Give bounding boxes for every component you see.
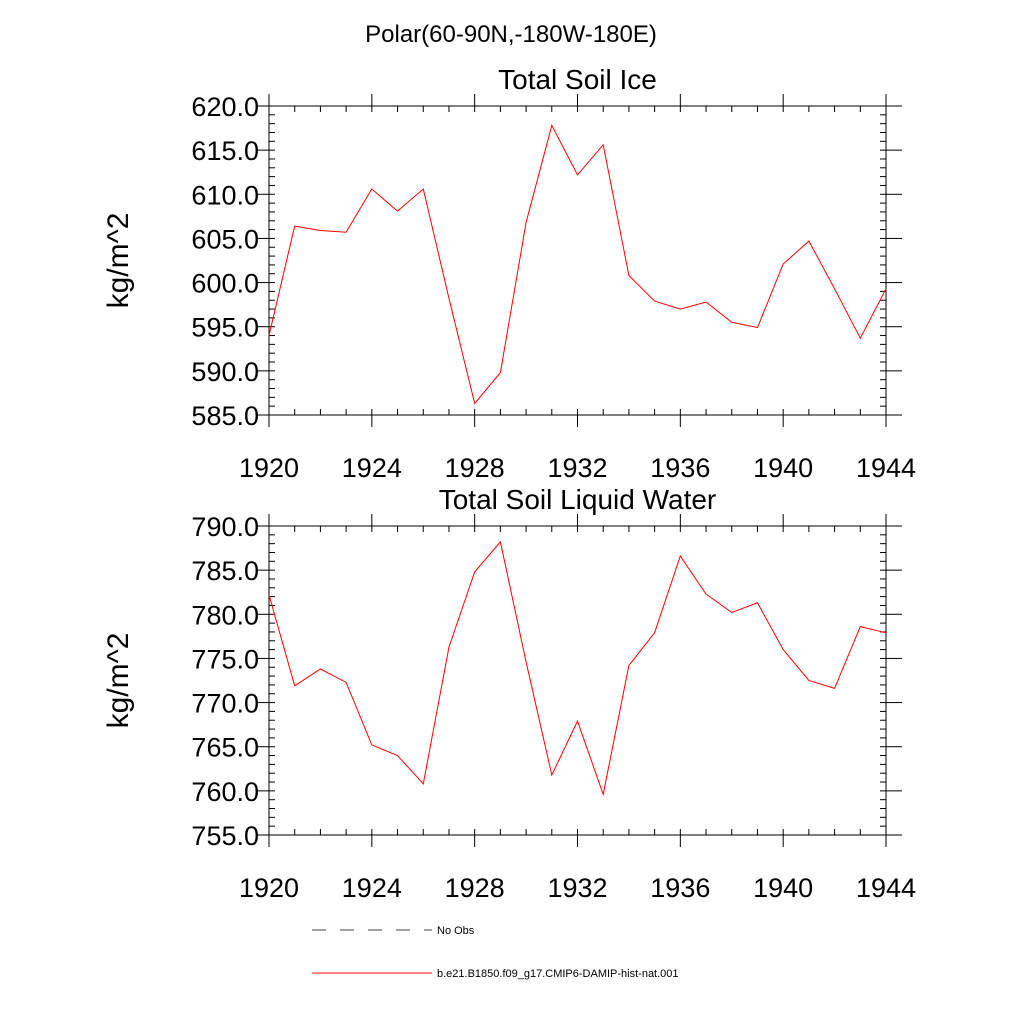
y-tick-label: 785.0 <box>191 556 259 586</box>
x-tick-label: 1928 <box>445 873 505 903</box>
y-tick-label: 790.0 <box>191 512 259 542</box>
series-line-total-soil-ice <box>268 124 887 405</box>
legend: No Obs b.e21.B1850.f09_g17.CMIP6-DAMIP-h… <box>312 925 679 980</box>
series-line-total-soil-liquid-water <box>268 540 887 797</box>
panel-total-soil-liquid-water: Total Soil Liquid Water kg/m^2 1920 1924 192… <box>102 484 916 903</box>
y-tick-label: 770.0 <box>191 689 259 719</box>
y-axis-label: kg/m^2 <box>102 213 135 309</box>
y-tick-label: 600.0 <box>191 269 259 299</box>
panel-total-soil-ice: Total Soil Ice kg/m^2 1920 1924 1928 1932 1936… <box>102 64 916 483</box>
plot-frame <box>268 105 887 416</box>
y-tick-label: 590.0 <box>191 357 259 387</box>
y-tick-label: 760.0 <box>191 777 259 807</box>
legend-label-no-obs: No Obs <box>437 925 475 937</box>
x-tick-label: 1924 <box>342 453 402 483</box>
x-tick-label: 1936 <box>650 873 710 903</box>
x-tick-label: 1924 <box>342 873 402 903</box>
chart-title: Total Soil Ice <box>498 64 657 95</box>
x-tick-label: 1940 <box>753 873 813 903</box>
x-tick-label: 1940 <box>753 453 813 483</box>
plot-frame <box>268 525 887 836</box>
y-tick-label: 775.0 <box>191 644 259 674</box>
y-tick-label: 605.0 <box>191 224 259 254</box>
y-tick-label: 585.0 <box>191 401 259 431</box>
y-tick-label: 780.0 <box>191 600 259 630</box>
x-tick-label: 1932 <box>547 453 607 483</box>
y-axis-label: kg/m^2 <box>102 633 135 729</box>
y-tick-label: 755.0 <box>191 821 259 851</box>
chart-title: Total Soil Liquid Water <box>439 484 717 515</box>
y-tick-label: 620.0 <box>191 92 259 122</box>
y-tick-label: 765.0 <box>191 733 259 763</box>
x-tick-label: 1944 <box>856 453 916 483</box>
y-tick-label: 595.0 <box>191 313 259 343</box>
y-tick-label: 610.0 <box>191 180 259 210</box>
x-tick-label: 1932 <box>547 873 607 903</box>
x-tick-label: 1928 <box>445 453 505 483</box>
x-tick-label: 1920 <box>239 873 299 903</box>
x-tick-label: 1936 <box>650 453 710 483</box>
x-tick-label: 1944 <box>856 873 916 903</box>
figure-suptitle: Polar(60-90N,-180W-180E) <box>365 21 657 48</box>
legend-label-model: b.e21.B1850.f09_g17.CMIP6-DAMIP-hist-nat… <box>437 968 679 980</box>
y-tick-label: 615.0 <box>191 136 259 166</box>
x-tick-label: 1920 <box>239 453 299 483</box>
